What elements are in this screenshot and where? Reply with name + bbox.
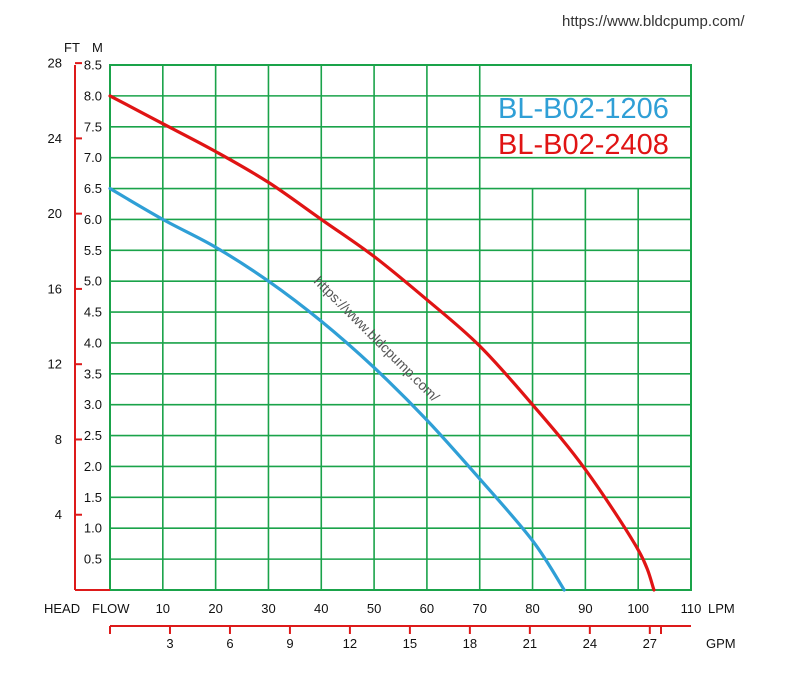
- axis-label-head: HEAD: [44, 601, 80, 616]
- x-tick-label-lpm: 80: [525, 601, 539, 616]
- axis-label-flow: FLOW: [92, 601, 130, 616]
- x-tick-label-gpm: 15: [403, 636, 417, 651]
- y-tick-label-m: 4.5: [84, 305, 102, 320]
- y-tick-label-ft: 24: [48, 131, 62, 146]
- x-tick-label-gpm: 6: [226, 636, 233, 651]
- y-tick-label-m: 1.0: [84, 521, 102, 536]
- x-tick-label-lpm: 40: [314, 601, 328, 616]
- y-tick-label-m: 8.0: [84, 88, 102, 103]
- x-tick-label-gpm: 9: [286, 636, 293, 651]
- y-tick-label-m: 6.0: [84, 212, 102, 227]
- y-tick-label-m: 3.5: [84, 366, 102, 381]
- axis-unit-lpm: LPM: [708, 601, 735, 616]
- y-tick-label-m: 8.5: [84, 58, 102, 73]
- y-tick-label-m: 0.5: [84, 552, 102, 567]
- curves: [108, 94, 656, 592]
- axes: [74, 62, 691, 634]
- x-tick-label-gpm: 27: [643, 636, 657, 651]
- x-tick-label-lpm: 10: [156, 601, 170, 616]
- legend-entry-blue: BL-B02-1206: [498, 93, 669, 125]
- y-tick-label-ft: 12: [48, 357, 62, 372]
- y-tick-label-ft: 16: [48, 281, 62, 296]
- y-tick-label-m: 4.0: [84, 335, 102, 350]
- y-tick-label-ft: 4: [55, 507, 62, 522]
- axis-unit-gpm: GPM: [706, 636, 736, 651]
- y-tick-label-ft: 28: [48, 56, 62, 71]
- y-tick-label-ft: 20: [48, 206, 62, 221]
- y-tick-label-m: 2.0: [84, 459, 102, 474]
- axis-unit-ft: FT: [64, 40, 80, 55]
- x-tick-label-lpm: 110: [681, 601, 702, 616]
- x-tick-label-gpm: 18: [463, 636, 477, 651]
- x-tick-label-lpm: 50: [367, 601, 381, 616]
- x-tick-label-gpm: 3: [166, 636, 173, 651]
- y-tick-label-m: 5.0: [84, 274, 102, 289]
- x-tick-label-lpm: 70: [472, 601, 486, 616]
- x-tick-label-lpm: 20: [208, 601, 222, 616]
- y-tick-label-m: 5.5: [84, 243, 102, 258]
- y-tick-label-m: 7.0: [84, 150, 102, 165]
- plot-frame: [109, 64, 692, 591]
- y-tick-label-m: 6.5: [84, 181, 102, 196]
- y-tick-label-ft: 8: [55, 432, 62, 447]
- x-tick-label-lpm: 30: [261, 601, 275, 616]
- x-tick-label-gpm: 12: [343, 636, 357, 651]
- x-tick-label-gpm: 24: [583, 636, 597, 651]
- y-tick-label-m: 1.5: [84, 490, 102, 505]
- series-line-bl-b02-2408: [108, 94, 656, 592]
- y-tick-label-m: 7.5: [84, 119, 102, 134]
- x-tick-label-gpm: 21: [523, 636, 537, 651]
- legend-entry-red: BL-B02-2408: [498, 129, 669, 161]
- watermark-url: https://www.bldcpump.com/: [562, 13, 745, 30]
- grid: [109, 64, 692, 591]
- diagonal-watermark: https://www.bldcpump.com/: [311, 273, 443, 405]
- y-tick-label-m: 3.0: [84, 397, 102, 412]
- axis-unit-m: M: [92, 40, 103, 55]
- tick-labels: 0.5 1.0 1.5 2.0 2.5 3.0 3.5 4.0 4.5 5.0 5.5 6.0 6.5 7…: [48, 56, 702, 651]
- x-tick-label-lpm: 100: [627, 601, 649, 616]
- y-tick-label-m: 2.5: [84, 428, 102, 443]
- series-line-bl-b02-1206: [108, 186, 566, 592]
- x-tick-label-lpm: 90: [578, 601, 592, 616]
- x-tick-label-lpm: 60: [420, 601, 434, 616]
